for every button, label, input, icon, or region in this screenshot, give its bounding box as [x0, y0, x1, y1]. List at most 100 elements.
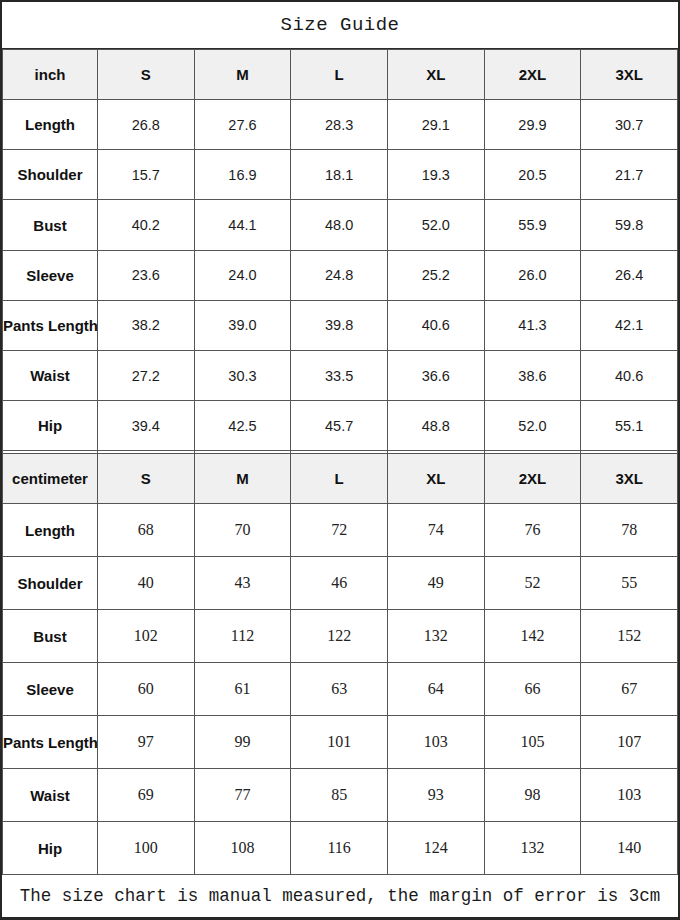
unit-header-cell: inch	[3, 50, 98, 100]
size-header-cell: L	[291, 50, 388, 100]
value-cell: 39.0	[194, 300, 291, 350]
value-cell: 55	[581, 557, 678, 610]
table-row: Hip100108116124132140	[3, 822, 678, 875]
value-cell: 36.6	[387, 350, 484, 400]
value-cell: 78	[581, 504, 678, 557]
value-cell: 27.6	[194, 100, 291, 150]
inch-section: inch S M L XL 2XL 3XL Length26.827.628.3…	[3, 50, 678, 451]
row-label: Waist	[3, 769, 98, 822]
value-cell: 68	[98, 504, 195, 557]
row-label: Bust	[3, 200, 98, 250]
value-cell: 132	[387, 610, 484, 663]
table-row: Shoulder404346495255	[3, 557, 678, 610]
value-cell: 70	[194, 504, 291, 557]
value-cell: 44.1	[194, 200, 291, 250]
value-cell: 55.9	[484, 200, 581, 250]
value-cell: 48.0	[291, 200, 388, 250]
value-cell: 24.8	[291, 250, 388, 300]
value-cell: 41.3	[484, 300, 581, 350]
centimeter-header-row: centimeter S M L XL 2XL 3XL	[3, 454, 678, 504]
unit-header-cell: centimeter	[3, 454, 98, 504]
value-cell: 18.1	[291, 150, 388, 200]
value-cell: 42.1	[581, 300, 678, 350]
value-cell: 85	[291, 769, 388, 822]
value-cell: 42.5	[194, 401, 291, 451]
value-cell: 21.7	[581, 150, 678, 200]
value-cell: 40.6	[387, 300, 484, 350]
value-cell: 101	[291, 716, 388, 769]
value-cell: 46	[291, 557, 388, 610]
value-cell: 97	[98, 716, 195, 769]
row-label: Shoulder	[3, 557, 98, 610]
size-table: inch S M L XL 2XL 3XL Length26.827.628.3…	[2, 49, 678, 875]
value-cell: 72	[291, 504, 388, 557]
value-cell: 63	[291, 663, 388, 716]
value-cell: 67	[581, 663, 678, 716]
value-cell: 76	[484, 504, 581, 557]
value-cell: 107	[581, 716, 678, 769]
value-cell: 24.0	[194, 250, 291, 300]
value-cell: 43	[194, 557, 291, 610]
value-cell: 116	[291, 822, 388, 875]
value-cell: 20.5	[484, 150, 581, 200]
value-cell: 112	[194, 610, 291, 663]
value-cell: 15.7	[98, 150, 195, 200]
value-cell: 103	[581, 769, 678, 822]
value-cell: 49	[387, 557, 484, 610]
table-row: Bust40.244.148.052.055.959.8	[3, 200, 678, 250]
size-header-cell: XL	[387, 50, 484, 100]
value-cell: 74	[387, 504, 484, 557]
value-cell: 26.8	[98, 100, 195, 150]
size-header-cell: 2XL	[484, 50, 581, 100]
value-cell: 25.2	[387, 250, 484, 300]
value-cell: 40.2	[98, 200, 195, 250]
value-cell: 124	[387, 822, 484, 875]
value-cell: 48.8	[387, 401, 484, 451]
centimeter-section: centimeter S M L XL 2XL 3XL Length687072…	[3, 454, 678, 875]
table-row: Length687072747678	[3, 504, 678, 557]
value-cell: 19.3	[387, 150, 484, 200]
value-cell: 33.5	[291, 350, 388, 400]
row-label: Sleeve	[3, 250, 98, 300]
size-header-cell: S	[98, 50, 195, 100]
value-cell: 39.8	[291, 300, 388, 350]
row-label: Sleeve	[3, 663, 98, 716]
value-cell: 40	[98, 557, 195, 610]
size-guide-title: Size Guide	[2, 2, 678, 49]
inch-header-row: inch S M L XL 2XL 3XL	[3, 50, 678, 100]
table-row: Pants Length9799101103105107	[3, 716, 678, 769]
row-label: Pants Length	[3, 716, 98, 769]
table-row: Pants Length38.239.039.840.641.342.1	[3, 300, 678, 350]
value-cell: 98	[484, 769, 581, 822]
value-cell: 108	[194, 822, 291, 875]
value-cell: 26.4	[581, 250, 678, 300]
value-cell: 66	[484, 663, 581, 716]
size-header-cell: M	[194, 50, 291, 100]
value-cell: 132	[484, 822, 581, 875]
size-header-cell: 3XL	[581, 454, 678, 504]
value-cell: 52.0	[387, 200, 484, 250]
value-cell: 102	[98, 610, 195, 663]
size-header-cell: S	[98, 454, 195, 504]
size-header-cell: L	[291, 454, 388, 504]
row-label: Length	[3, 100, 98, 150]
row-label: Hip	[3, 822, 98, 875]
value-cell: 28.3	[291, 100, 388, 150]
value-cell: 16.9	[194, 150, 291, 200]
row-label: Pants Length	[3, 300, 98, 350]
value-cell: 45.7	[291, 401, 388, 451]
table-row: Bust102112122132142152	[3, 610, 678, 663]
table-row: Sleeve606163646667	[3, 663, 678, 716]
row-label: Bust	[3, 610, 98, 663]
size-guide-card: Size Guide inch S M L XL 2XL 3XL Length2…	[0, 0, 680, 920]
footer-note: The size chart is manual measured, the m…	[2, 875, 678, 917]
value-cell: 59.8	[581, 200, 678, 250]
value-cell: 30.7	[581, 100, 678, 150]
value-cell: 152	[581, 610, 678, 663]
value-cell: 64	[387, 663, 484, 716]
value-cell: 38.2	[98, 300, 195, 350]
size-header-cell: M	[194, 454, 291, 504]
value-cell: 60	[98, 663, 195, 716]
value-cell: 29.1	[387, 100, 484, 150]
value-cell: 26.0	[484, 250, 581, 300]
